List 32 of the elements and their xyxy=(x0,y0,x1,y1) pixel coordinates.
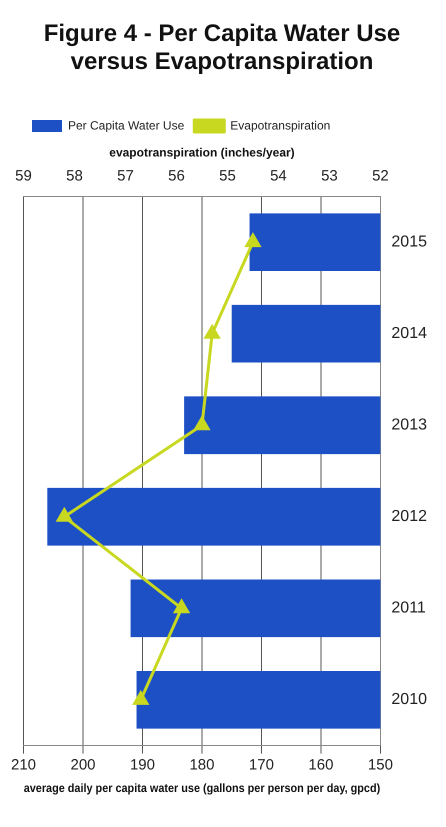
x2-tick-label: 53 xyxy=(321,168,338,185)
point xyxy=(204,325,220,339)
legend-label: Per Capita Water Use xyxy=(68,118,185,132)
point xyxy=(56,508,72,522)
x-tick-label: 150 xyxy=(368,756,393,774)
x-tick-label: 160 xyxy=(308,756,334,774)
y-tick-label: 2014 xyxy=(391,325,428,342)
x-tick-label: 200 xyxy=(70,756,96,774)
y-tick-label: 2015 xyxy=(391,234,428,251)
x-tick-label: 210 xyxy=(11,756,36,774)
x-tick-label: 180 xyxy=(189,756,214,774)
chart-title: Figure 4 - Per Capita Water Use versus Evapotranspiration xyxy=(42,20,402,76)
point xyxy=(133,691,148,705)
y-tick-label: 2011 xyxy=(391,600,426,617)
x2-tick-label: 56 xyxy=(168,168,185,185)
x2-tick-label: 54 xyxy=(270,168,287,185)
y-tick-label: 2013 xyxy=(391,416,428,434)
legend-label: Evapotranspiration xyxy=(230,118,330,132)
x2-tick-label: 59 xyxy=(15,168,32,185)
x2-tick-label: 58 xyxy=(66,168,83,185)
x-tick-label: 170 xyxy=(248,756,274,774)
x2-tick-label: 52 xyxy=(372,168,389,185)
x2-axis-title: evapotranspiration (inches/year) xyxy=(109,146,295,160)
x-axis-title: average daily per capita water use (gallons per person per day, gpcd) xyxy=(24,782,380,796)
point xyxy=(174,600,190,614)
point xyxy=(194,416,210,430)
x2-tick-label: 57 xyxy=(117,168,134,185)
y-tick-label: 2010 xyxy=(391,691,428,708)
y-tick-label: 2012 xyxy=(391,508,428,526)
x2-tick-label: 55 xyxy=(219,168,236,185)
point xyxy=(245,234,261,248)
x-tick-label: 190 xyxy=(130,756,155,774)
